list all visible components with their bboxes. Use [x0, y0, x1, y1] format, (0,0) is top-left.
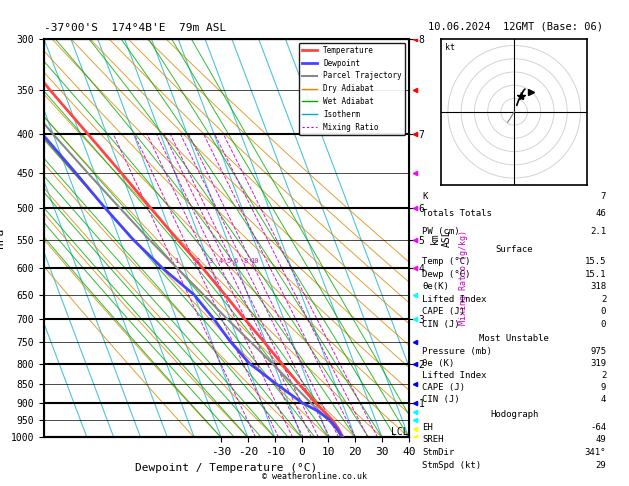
Text: Hodograph: Hodograph	[490, 410, 538, 419]
Text: 10: 10	[250, 259, 259, 264]
Text: Totals Totals: Totals Totals	[422, 209, 492, 218]
Text: -37°00'S  174°4B'E  79m ASL: -37°00'S 174°4B'E 79m ASL	[44, 22, 226, 33]
Text: EH: EH	[422, 423, 433, 432]
Text: 46: 46	[596, 209, 606, 218]
Text: kt: kt	[445, 43, 455, 52]
Text: 975: 975	[590, 347, 606, 356]
Text: 49: 49	[596, 435, 606, 444]
Text: K: K	[422, 191, 428, 201]
Text: 3: 3	[209, 259, 213, 264]
Text: Surface: Surface	[496, 245, 533, 254]
Text: 9: 9	[601, 383, 606, 392]
Text: 7: 7	[601, 191, 606, 201]
Text: LCL: LCL	[391, 427, 409, 437]
Text: CIN (J): CIN (J)	[422, 395, 460, 404]
Text: 10.06.2024  12GMT (Base: 06): 10.06.2024 12GMT (Base: 06)	[428, 22, 603, 32]
Text: 2: 2	[601, 371, 606, 380]
Text: CAPE (J): CAPE (J)	[422, 307, 465, 316]
Text: 4: 4	[601, 395, 606, 404]
Text: 15.1: 15.1	[585, 270, 606, 279]
Text: 0: 0	[601, 320, 606, 329]
Text: 5: 5	[227, 259, 231, 264]
Text: Mixing Ratio (g/kg): Mixing Ratio (g/kg)	[459, 230, 468, 326]
Text: PW (cm): PW (cm)	[422, 227, 460, 236]
Text: 8: 8	[244, 259, 248, 264]
Text: -64: -64	[590, 423, 606, 432]
Text: Lifted Index: Lifted Index	[422, 295, 487, 304]
Text: 4: 4	[219, 259, 223, 264]
Text: 15.5: 15.5	[585, 257, 606, 266]
Text: 2: 2	[196, 259, 200, 264]
Text: CAPE (J): CAPE (J)	[422, 383, 465, 392]
Text: Most Unstable: Most Unstable	[479, 334, 549, 344]
Text: 319: 319	[590, 359, 606, 368]
Y-axis label: km
ASL: km ASL	[430, 229, 452, 247]
Legend: Temperature, Dewpoint, Parcel Trajectory, Dry Adiabat, Wet Adiabat, Isotherm, Mi: Temperature, Dewpoint, Parcel Trajectory…	[299, 43, 405, 135]
Y-axis label: hPa: hPa	[0, 228, 5, 248]
Text: © weatheronline.co.uk: © weatheronline.co.uk	[262, 472, 367, 481]
Text: Pressure (mb): Pressure (mb)	[422, 347, 492, 356]
Text: Dewp (°C): Dewp (°C)	[422, 270, 470, 279]
Text: 2: 2	[601, 295, 606, 304]
Text: CIN (J): CIN (J)	[422, 320, 460, 329]
Text: θe (K): θe (K)	[422, 359, 455, 368]
Text: 341°: 341°	[585, 448, 606, 457]
Text: 1: 1	[174, 259, 178, 264]
Text: 2.1: 2.1	[590, 227, 606, 236]
Text: StmDir: StmDir	[422, 448, 455, 457]
X-axis label: Dewpoint / Temperature (°C): Dewpoint / Temperature (°C)	[135, 463, 318, 473]
Text: 318: 318	[590, 282, 606, 291]
Text: StmSpd (kt): StmSpd (kt)	[422, 461, 481, 469]
Text: Lifted Index: Lifted Index	[422, 371, 487, 380]
Text: Temp (°C): Temp (°C)	[422, 257, 470, 266]
Text: 6: 6	[233, 259, 238, 264]
Text: SREH: SREH	[422, 435, 443, 444]
Text: θe(K): θe(K)	[422, 282, 449, 291]
Text: 29: 29	[596, 461, 606, 469]
Text: 0: 0	[601, 307, 606, 316]
